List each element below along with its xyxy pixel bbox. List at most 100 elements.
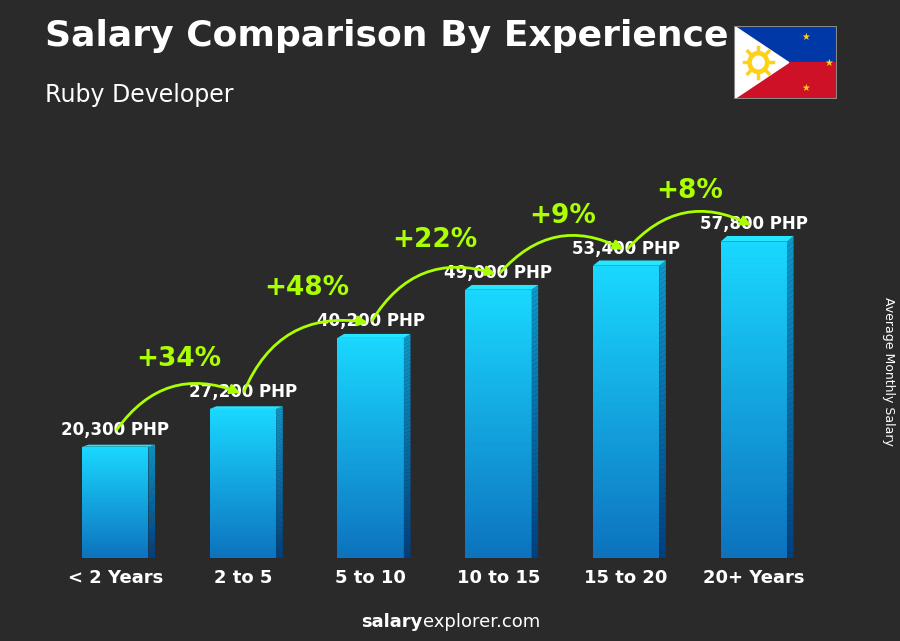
Polygon shape — [148, 514, 155, 517]
Bar — [82, 470, 148, 472]
Polygon shape — [404, 401, 410, 408]
Bar — [338, 444, 404, 448]
Polygon shape — [404, 502, 410, 506]
Bar — [721, 547, 787, 553]
Polygon shape — [659, 523, 666, 528]
Polygon shape — [276, 447, 283, 451]
Bar — [210, 451, 276, 454]
Bar — [82, 549, 148, 550]
Polygon shape — [787, 467, 794, 474]
Polygon shape — [659, 553, 666, 558]
Bar — [338, 385, 404, 389]
Polygon shape — [404, 345, 410, 353]
Bar — [82, 515, 148, 517]
Polygon shape — [276, 452, 283, 456]
Polygon shape — [787, 440, 794, 447]
Polygon shape — [532, 453, 538, 460]
Bar — [210, 483, 276, 486]
Polygon shape — [276, 449, 283, 454]
Bar — [721, 479, 787, 484]
Polygon shape — [276, 492, 283, 495]
Bar — [82, 465, 148, 467]
Bar — [465, 419, 532, 424]
Polygon shape — [148, 528, 155, 530]
Polygon shape — [276, 520, 283, 523]
Bar — [721, 468, 787, 474]
Bar — [721, 515, 787, 520]
Bar — [210, 412, 276, 414]
Polygon shape — [148, 458, 155, 462]
Polygon shape — [148, 462, 155, 465]
Polygon shape — [532, 471, 538, 478]
Text: +48%: +48% — [265, 275, 349, 301]
Bar — [210, 503, 276, 506]
Bar — [210, 474, 276, 476]
Bar — [82, 462, 148, 463]
Bar — [721, 320, 787, 326]
Polygon shape — [276, 507, 283, 511]
Bar — [210, 414, 276, 417]
Bar — [593, 509, 659, 514]
Polygon shape — [276, 535, 283, 538]
Polygon shape — [659, 463, 666, 470]
Bar — [338, 513, 404, 517]
Bar — [82, 506, 148, 508]
Bar — [465, 428, 532, 433]
Polygon shape — [532, 417, 538, 424]
Bar — [210, 498, 276, 501]
Polygon shape — [787, 445, 794, 453]
Bar — [338, 485, 404, 488]
Polygon shape — [276, 472, 283, 476]
Bar — [465, 348, 532, 353]
Polygon shape — [148, 505, 155, 508]
Polygon shape — [659, 429, 666, 436]
Polygon shape — [532, 444, 538, 451]
Bar — [721, 363, 787, 368]
Bar — [210, 520, 276, 523]
Polygon shape — [659, 374, 666, 383]
Bar — [593, 373, 659, 378]
Bar — [593, 548, 659, 553]
Polygon shape — [532, 330, 538, 339]
Bar — [465, 321, 532, 326]
Bar — [210, 458, 276, 461]
Bar — [465, 482, 532, 487]
Bar — [338, 551, 404, 554]
Polygon shape — [276, 482, 283, 486]
Bar — [338, 408, 404, 411]
Bar — [82, 463, 148, 465]
Polygon shape — [276, 414, 283, 419]
Bar — [593, 304, 659, 310]
Polygon shape — [404, 431, 410, 437]
Polygon shape — [404, 427, 410, 433]
Bar — [465, 513, 532, 517]
Bar — [210, 545, 276, 548]
Polygon shape — [276, 512, 283, 515]
Polygon shape — [210, 406, 283, 409]
Polygon shape — [532, 494, 538, 499]
Bar — [593, 538, 659, 543]
Polygon shape — [404, 356, 410, 363]
Bar — [210, 493, 276, 495]
Bar — [721, 347, 787, 353]
Bar — [593, 363, 659, 368]
Polygon shape — [148, 520, 155, 522]
Bar — [593, 436, 659, 441]
Polygon shape — [659, 409, 666, 417]
Bar — [210, 540, 276, 543]
Polygon shape — [787, 290, 794, 299]
Polygon shape — [276, 517, 283, 520]
Polygon shape — [659, 399, 666, 407]
Polygon shape — [734, 26, 788, 99]
Polygon shape — [82, 445, 155, 447]
Polygon shape — [659, 379, 666, 387]
Bar — [82, 456, 148, 458]
Polygon shape — [532, 421, 538, 428]
Polygon shape — [148, 449, 155, 453]
Bar — [465, 499, 532, 504]
Polygon shape — [659, 285, 666, 295]
Polygon shape — [148, 533, 155, 535]
Bar — [338, 422, 404, 426]
Polygon shape — [404, 543, 410, 547]
Polygon shape — [659, 345, 666, 353]
